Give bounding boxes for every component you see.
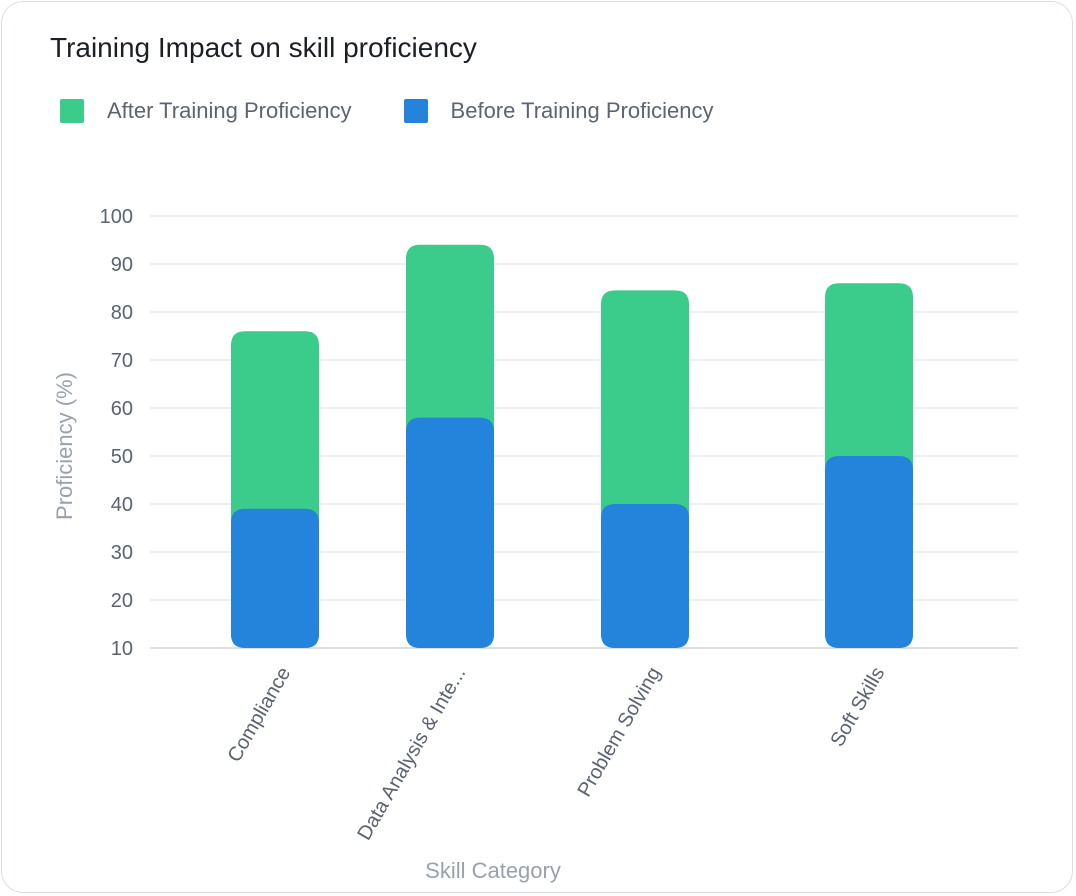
legend-item-after[interactable]: After Training Proficiency (60, 98, 352, 124)
bar-before-training[interactable] (601, 504, 689, 648)
y-tick-label: 30 (111, 542, 133, 564)
bar-before-training[interactable] (406, 417, 494, 648)
legend-label-before: Before Training Proficiency (450, 98, 714, 123)
x-tick-label: Data Analysis & Inte... (353, 664, 470, 844)
y-tick-label: 70 (111, 350, 133, 372)
legend-item-before[interactable]: Before Training Proficiency (403, 98, 714, 124)
y-tick-label: 100 (100, 206, 133, 228)
y-tick-label: 40 (111, 494, 133, 516)
y-tick-label: 50 (111, 446, 133, 468)
bar-before-training[interactable] (231, 508, 319, 648)
bar-before-training[interactable] (825, 456, 913, 648)
x-tick-label: Problem Solving (573, 664, 665, 801)
chart-legend: After Training Proficiency Before Traini… (60, 98, 713, 124)
chart-title: Training Impact on skill proficiency (50, 32, 477, 63)
y-tick-label: 20 (111, 590, 133, 612)
x-tick-label: Compliance (223, 664, 295, 766)
bars (231, 244, 913, 649)
x-axis-title: Skill Category (425, 858, 561, 883)
y-tick-label: 60 (111, 398, 133, 420)
y-axis-title: Proficiency (%) (52, 372, 77, 520)
y-tick-label: 80 (111, 302, 133, 324)
y-tick-label: 10 (111, 638, 133, 660)
legend-label-after: After Training Proficiency (107, 98, 352, 123)
x-axis-ticks: Compliance Data Analysis & Inte... Problem… (223, 664, 889, 844)
legend-swatch-before (403, 99, 428, 123)
y-axis-ticks: 100 90 80 70 60 50 40 30 20 10 (100, 206, 133, 660)
x-tick-label: Soft Skills (826, 664, 889, 751)
y-tick-label: 90 (111, 254, 133, 276)
legend-swatch-after (60, 99, 84, 123)
